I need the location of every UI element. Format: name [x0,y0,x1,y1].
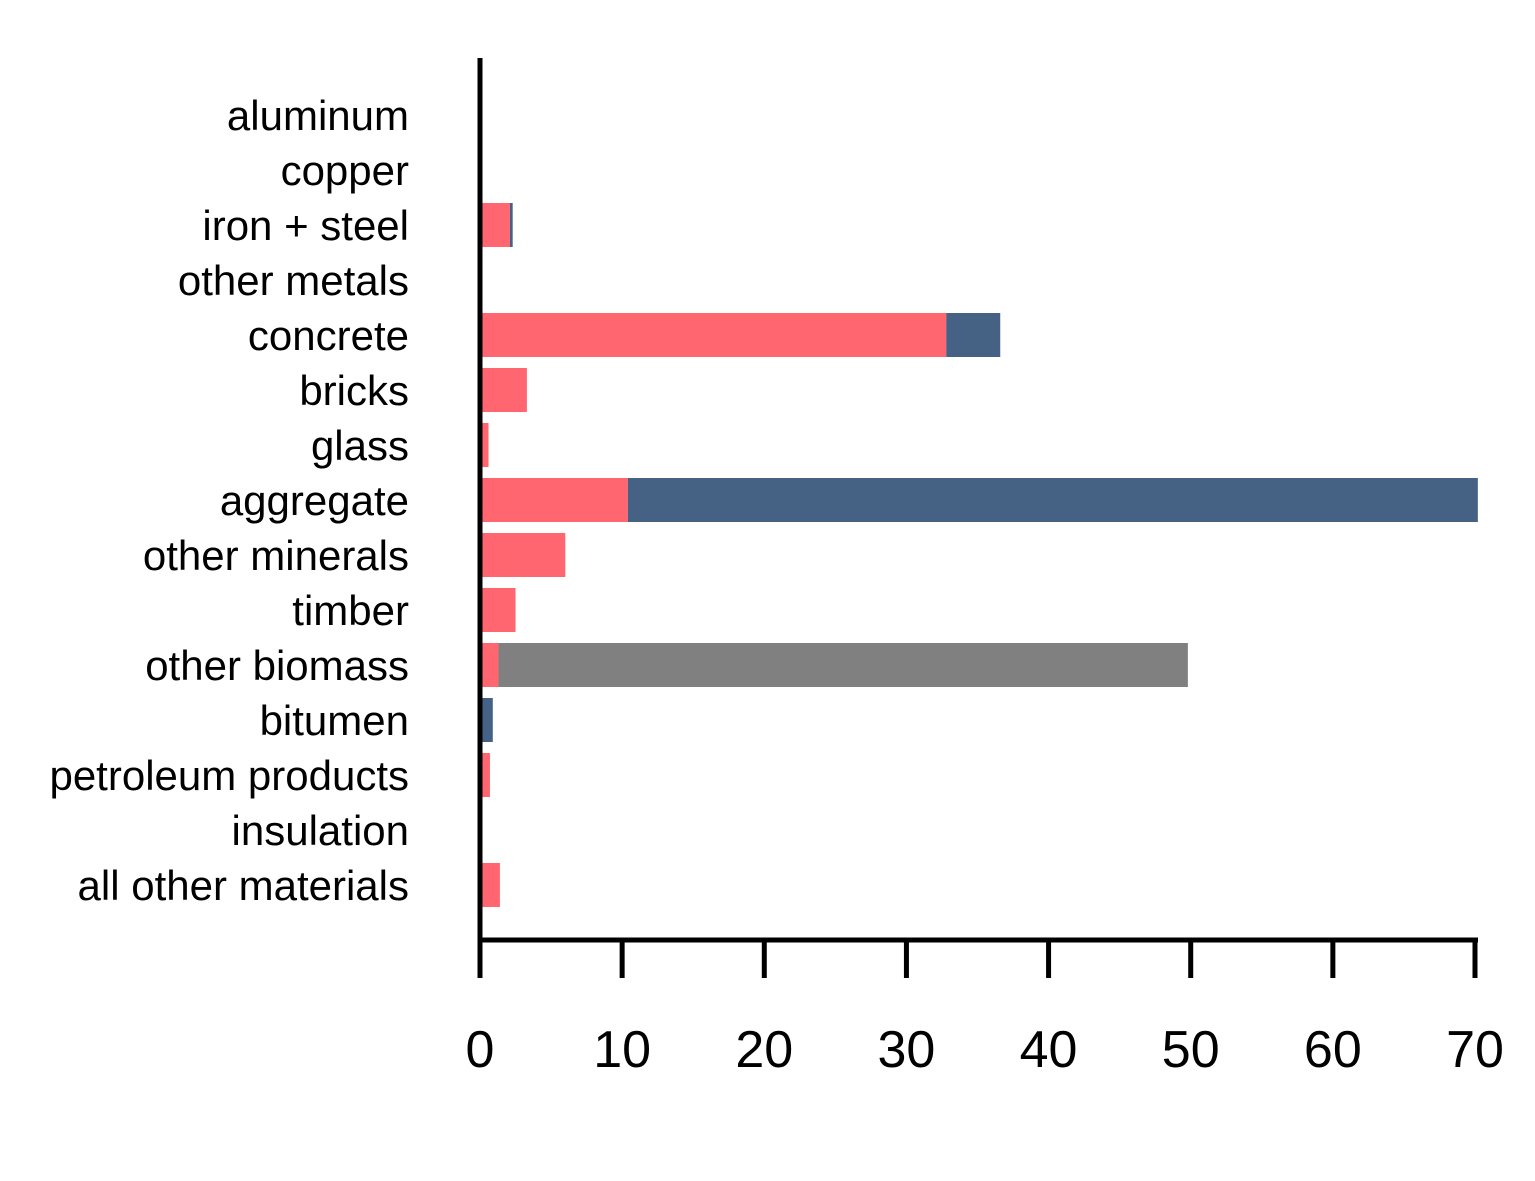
category-label: concrete [248,312,409,359]
bar-segment [480,203,510,247]
category-label: bitumen [260,697,409,744]
x-tick-label: 10 [593,1021,651,1079]
bars-layer [480,203,1478,907]
bar-segment [480,588,516,632]
bar-segment [480,478,628,522]
bar-segment [480,423,489,467]
bar-segment [627,478,1478,522]
category-label: other minerals [143,532,409,579]
bar-segment [946,313,1001,357]
bar-segment [480,863,500,907]
bar-segment [480,753,490,797]
category-label: petroleum products [49,752,409,799]
x-tick-label: 0 [466,1021,495,1079]
category-label: copper [281,147,409,194]
x-tick-label: 40 [1020,1021,1078,1079]
bar-segment [480,533,566,577]
bar-segment [509,203,513,247]
x-axis-ticks: 0 10 20 30 40 50 60 70 [466,940,1504,1079]
x-tick-label: 60 [1304,1021,1362,1079]
category-labels: aluminum copper iron + steel other metals co… [49,92,409,909]
category-label: bricks [299,367,409,414]
bar-segment [480,643,499,687]
category-label: insulation [232,807,409,854]
category-label: other metals [178,257,409,304]
category-label: other biomass [145,642,409,689]
category-label: glass [311,422,409,469]
category-label: aggregate [220,477,409,524]
bar-segment [498,643,1188,687]
x-tick-label: 20 [735,1021,793,1079]
category-label: all other materials [78,862,409,909]
bar-segment [480,698,493,742]
bar-segment [480,368,527,412]
bar-segment [480,313,947,357]
category-label: timber [292,587,409,634]
category-label: aluminum [227,92,409,139]
x-tick-label: 70 [1446,1021,1504,1079]
x-tick-label: 30 [878,1021,936,1079]
x-tick-label: 50 [1162,1021,1220,1079]
category-label: iron + steel [202,202,409,249]
